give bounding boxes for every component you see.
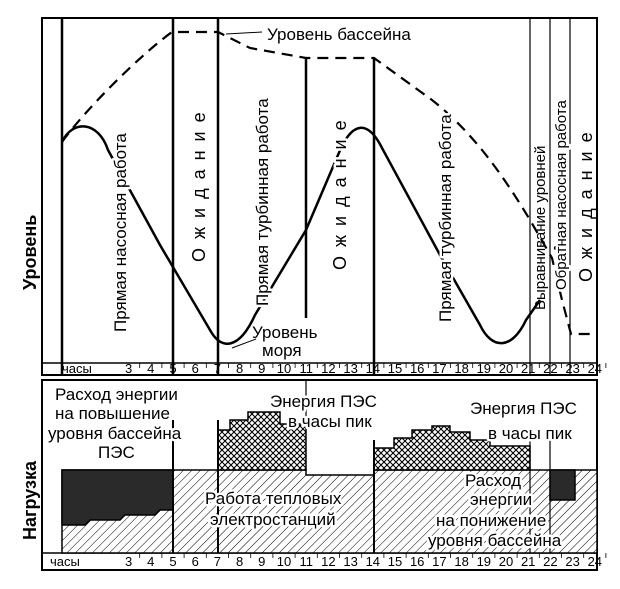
raise-label-2: на повышение [55,404,170,423]
load-hour-tick-19: 19 [477,554,491,569]
level-hour-tick-4: 4 [147,361,154,376]
level-hour-tick-23: 23 [565,361,579,376]
thermal-label-1: Работа тепловых [205,489,342,508]
load-panel: Расход энергии на повышение уровня бассе… [41,379,607,571]
phase-pump-reverse: Обратная насосная работа [553,100,570,290]
level-panel-frame [41,17,598,376]
sea-level-curve [60,125,542,345]
phase-turbine-direct-1: Прямая турбинная работа [253,98,272,306]
load-hour-tick-16: 16 [410,554,424,569]
load-hour-tick-9: 9 [258,554,265,569]
pool-level-leader [225,31,263,35]
load-hour-tick-11: 11 [299,554,313,569]
phase-wait-1: Ожидание [189,103,209,262]
load-hour-tick-7: 7 [214,554,221,569]
level-hour-tick-21: 21 [521,361,535,376]
lower-label-1: Расход [465,471,521,490]
level-hour-tick-20: 20 [499,361,513,376]
load-hour-tick-10: 10 [277,554,291,569]
load-hour-tick-4: 4 [147,554,154,569]
pool-level-label: Уровень бассейна [267,25,411,44]
load-hour-tick-14: 14 [366,554,380,569]
peak1-label-2: в часы пик [288,412,372,431]
phase-wait-2: Ожидание [330,111,350,270]
lower-label-4: уровня бассейна [428,531,562,550]
load-hour-tick-24: 24 [588,554,602,569]
pool-level-curve [61,30,597,336]
junction-dot [553,245,559,251]
level-hour-tick-17: 17 [432,361,446,376]
level-panel: Уровень бассейна Уровень моря Прямая нас… [41,17,607,376]
axis-load-label: Нагрузка [20,460,40,540]
thermal-label-2: электростанций [210,510,336,529]
level-hour-tick-8: 8 [236,361,243,376]
phase-wait-3: Ожидание [576,123,596,282]
load-hour-tick-20: 20 [499,554,513,569]
level-hour-tick-7: 7 [214,361,221,376]
phase-pump-direct: Прямая насосная работа [111,133,130,332]
lower-consumption-area [549,469,576,501]
level-hour-tick-13: 13 [343,361,357,376]
peak-energy-2 [373,425,531,471]
load-hour-tick-15: 15 [388,554,402,569]
level-hour-tick-16: 16 [410,361,424,376]
peak1-label-1: Энергия ПЭС [270,392,377,411]
load-hour-ticks: часы 3 4 5 6 7 8 9 10 11 12 13 14 15 16 17 18 19 20 21 22 23… [50,553,607,569]
raise-label-3: уровня бассейна [48,424,182,443]
level-hour-tick-18: 18 [454,361,468,376]
level-hour-tick-9: 9 [258,361,265,376]
level-hour-tick-3: 3 [125,361,132,376]
level-hour-tick-14: 14 [366,361,380,376]
level-hour-tick-5: 5 [169,361,176,376]
level-hour-tick-19: 19 [477,361,491,376]
sea-level-label-2: моря [262,341,302,360]
lower-label-3: на понижение [436,511,546,530]
level-hour-tick-10: 10 [277,361,291,376]
hours-label-bottom: часы [50,554,80,569]
axis-level-label: Уровень [20,215,40,290]
level-hour-tick-15: 15 [388,361,402,376]
load-hour-tick-6: 6 [192,554,199,569]
peak2-label-1: Энергия ПЭС [470,399,577,418]
load-hour-tick-21: 21 [521,554,535,569]
load-hour-tick-8: 8 [236,554,243,569]
hours-label-top: часы [62,361,92,376]
raise-label-1: Расход энергии [55,385,178,404]
lower-label-2: энергии [470,490,532,509]
load-hour-tick-22: 22 [543,554,557,569]
level-hour-ticks: часы 3 4 5 6 7 8 9 10 11 12 13 14 15 16 17 18 19 20 21 22 23… [62,361,607,376]
level-hour-tick-22: 22 [543,361,557,376]
load-hour-tick-3: 3 [125,554,132,569]
level-hour-tick-6: 6 [192,361,199,376]
load-hour-tick-13: 13 [343,554,357,569]
sea-level-label-1: Уровень [252,323,318,342]
level-hour-tick-24: 24 [588,361,602,376]
raise-label-4: ПЭС [98,443,135,462]
phase-equalize: Выравнивание уровней [532,146,549,310]
load-hour-tick-23: 23 [565,554,579,569]
level-hour-tick-12: 12 [321,361,335,376]
phase-turbine-direct-2: Прямая турбинная работа [436,114,455,322]
peak2-label-2: в часы пик [488,424,572,443]
sea-level-leader [231,338,257,349]
load-hour-tick-12: 12 [321,554,335,569]
load-hour-tick-18: 18 [454,554,468,569]
load-hour-tick-5: 5 [169,554,176,569]
level-hour-tick-11: 11 [299,361,313,376]
load-hour-tick-17: 17 [432,554,446,569]
peak-energy-1 [217,411,307,471]
